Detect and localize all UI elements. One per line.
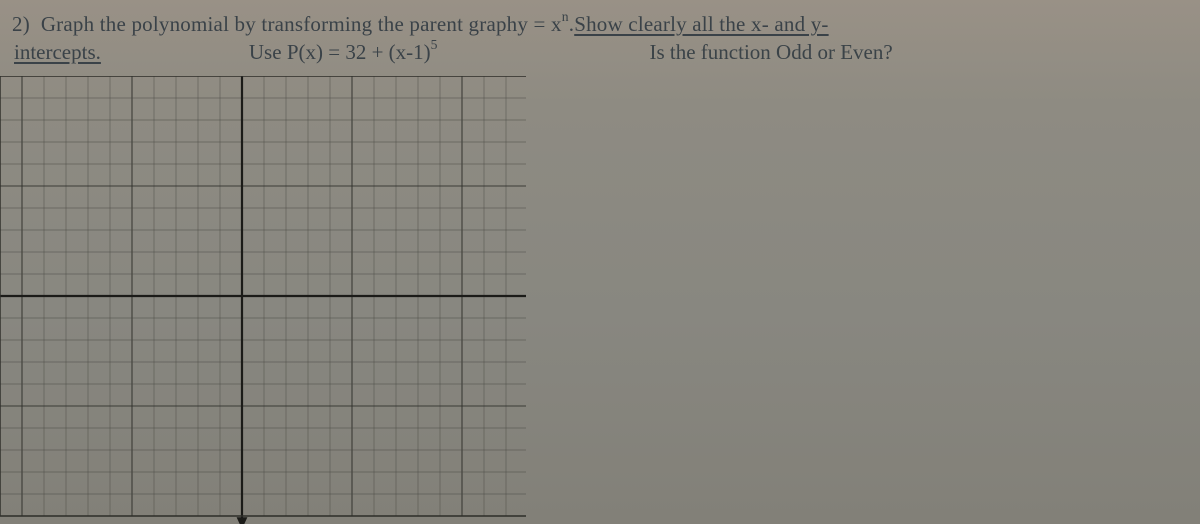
parent-equation: y = xn bbox=[517, 10, 568, 38]
prompt-part-a: Graph the polynomial by transforming the… bbox=[41, 10, 518, 38]
question-line-1: 2) Graph the polynomial by transforming … bbox=[12, 10, 1188, 38]
odd-even-question: Is the function Odd or Even? bbox=[649, 38, 892, 66]
graph-grid bbox=[0, 76, 526, 524]
use-px: Use P(x) = 32 + (x-1)5 bbox=[249, 38, 438, 66]
grid-svg bbox=[0, 76, 526, 524]
intercepts-text: intercepts. bbox=[14, 38, 101, 66]
question-line-2: intercepts. Use P(x) = 32 + (x-1)5 Is th… bbox=[12, 38, 1188, 66]
show-clearly-text: Show clearly all the x- and y- bbox=[574, 10, 828, 38]
question-number: 2) bbox=[12, 10, 41, 38]
